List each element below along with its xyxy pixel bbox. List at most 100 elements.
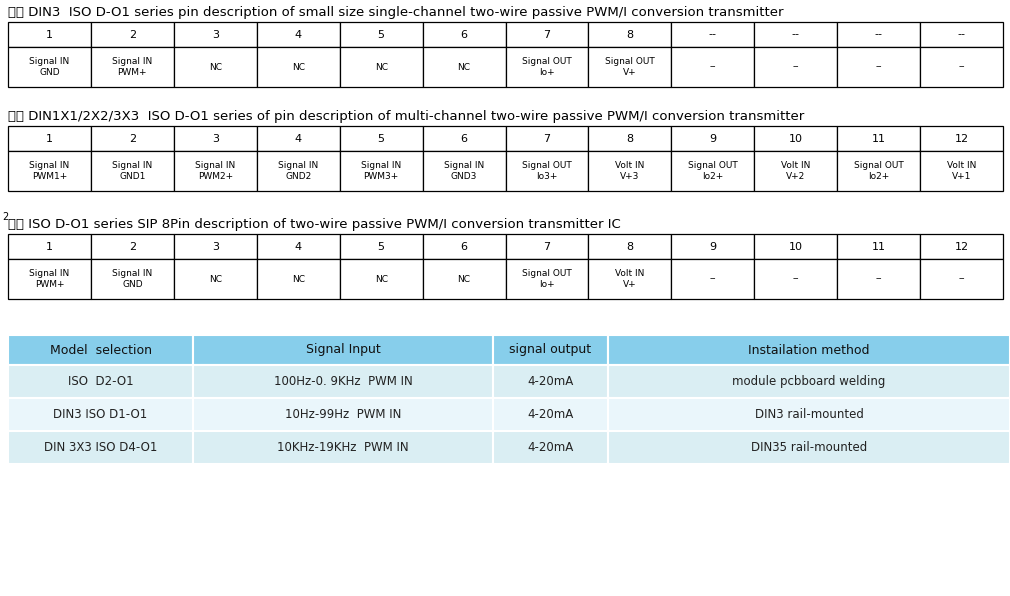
Text: 3: 3 — [212, 134, 219, 144]
Bar — [8, 398, 193, 431]
Text: 4-20mA: 4-20mA — [527, 375, 574, 388]
Bar — [257, 47, 339, 87]
Bar — [837, 234, 920, 259]
Bar — [257, 22, 339, 47]
Text: 10: 10 — [789, 241, 803, 252]
Text: Signal IN
PWM2+: Signal IN PWM2+ — [195, 161, 235, 181]
Bar — [8, 151, 91, 191]
Text: Signal IN
PWM+: Signal IN PWM+ — [29, 269, 70, 289]
Bar — [493, 335, 608, 365]
Bar — [174, 22, 257, 47]
Bar — [193, 335, 493, 365]
Text: DIN3 ISO D1-O1: DIN3 ISO D1-O1 — [54, 408, 147, 421]
Text: 4: 4 — [295, 29, 302, 39]
Bar — [754, 22, 837, 47]
Bar — [493, 398, 608, 431]
Text: Signal IN
GND3: Signal IN GND3 — [444, 161, 484, 181]
Bar — [422, 126, 505, 151]
Text: DIN3 rail-mounted: DIN3 rail-mounted — [754, 408, 864, 421]
Bar — [505, 259, 589, 299]
Bar — [754, 47, 837, 87]
Bar — [920, 259, 1003, 299]
Bar — [339, 126, 422, 151]
Bar — [920, 126, 1003, 151]
Bar — [754, 126, 837, 151]
Text: Signal OUT
Io+: Signal OUT Io+ — [522, 269, 572, 289]
Text: Signal IN
GND: Signal IN GND — [112, 269, 153, 289]
Bar — [8, 431, 193, 464]
Bar — [608, 365, 1010, 398]
Text: 1: 1 — [46, 134, 53, 144]
Text: Signal OUT
Io2+: Signal OUT Io2+ — [688, 161, 737, 181]
Text: 7: 7 — [543, 134, 550, 144]
Bar — [257, 151, 339, 191]
Text: --: -- — [793, 63, 799, 72]
Bar — [608, 398, 1010, 431]
Bar — [672, 151, 754, 191]
Text: 1: 1 — [46, 29, 53, 39]
Text: 2: 2 — [129, 241, 136, 252]
Text: NC: NC — [458, 63, 471, 72]
Bar — [754, 259, 837, 299]
Text: NC: NC — [375, 63, 388, 72]
Text: NC: NC — [375, 275, 388, 284]
Text: NC: NC — [458, 275, 471, 284]
Bar — [837, 126, 920, 151]
Text: Volt IN
V+: Volt IN V+ — [615, 269, 644, 289]
Bar — [608, 335, 1010, 365]
Text: Model  selection: Model selection — [49, 343, 152, 356]
Text: 11: 11 — [872, 134, 886, 144]
Bar — [91, 126, 174, 151]
Bar — [339, 151, 422, 191]
Text: Signal OUT
Io+: Signal OUT Io+ — [522, 57, 572, 77]
Text: Signal IN
PWM+: Signal IN PWM+ — [112, 57, 153, 77]
Text: Signal IN
GND2: Signal IN GND2 — [278, 161, 318, 181]
Text: Signal OUT
Io3+: Signal OUT Io3+ — [522, 161, 572, 181]
Bar — [339, 47, 422, 87]
Bar — [608, 431, 1010, 464]
Text: module pcbboard welding: module pcbboard welding — [732, 375, 886, 388]
Bar — [589, 47, 672, 87]
Text: Signal IN
PWM3+: Signal IN PWM3+ — [361, 161, 401, 181]
Text: NC: NC — [292, 275, 305, 284]
Bar — [193, 365, 493, 398]
Bar — [920, 234, 1003, 259]
Bar — [8, 259, 91, 299]
Bar — [174, 259, 257, 299]
Text: 3: 3 — [212, 29, 219, 39]
Text: Signal Input: Signal Input — [306, 343, 381, 356]
Bar — [91, 22, 174, 47]
Text: --: -- — [709, 29, 717, 39]
Text: Instailation method: Instailation method — [748, 343, 870, 356]
Text: Signal OUT
V+: Signal OUT V+ — [605, 57, 654, 77]
Bar — [8, 47, 91, 87]
Bar — [505, 151, 589, 191]
Bar — [754, 151, 837, 191]
Bar — [8, 335, 193, 365]
Bar — [91, 234, 174, 259]
Text: 11: 11 — [872, 241, 886, 252]
Text: 10Hz-99Hz  PWM IN: 10Hz-99Hz PWM IN — [285, 408, 401, 421]
Text: NC: NC — [209, 63, 222, 72]
Text: 8: 8 — [626, 134, 633, 144]
Bar — [8, 22, 91, 47]
Bar — [837, 22, 920, 47]
Bar — [8, 234, 91, 259]
Text: 100Hz-0. 9KHz  PWM IN: 100Hz-0. 9KHz PWM IN — [274, 375, 412, 388]
Text: Signal IN
GND1: Signal IN GND1 — [112, 161, 153, 181]
Text: --: -- — [958, 275, 965, 284]
Text: --: -- — [876, 63, 882, 72]
Bar — [505, 22, 589, 47]
Bar — [422, 47, 505, 87]
Text: --: -- — [875, 29, 883, 39]
Text: --: -- — [792, 29, 800, 39]
Bar — [920, 47, 1003, 87]
Bar — [8, 126, 91, 151]
Text: 1: 1 — [46, 241, 53, 252]
Text: 二、 DIN1X1/2X2/3X3  ISO D-O1 series of pin description of multi-channel two-wire : 二、 DIN1X1/2X2/3X3 ISO D-O1 series of pin… — [8, 110, 804, 123]
Text: --: -- — [957, 29, 966, 39]
Text: --: -- — [958, 63, 965, 72]
Text: 9: 9 — [709, 241, 716, 252]
Bar — [193, 431, 493, 464]
Text: Signal OUT
Io2+: Signal OUT Io2+ — [853, 161, 904, 181]
